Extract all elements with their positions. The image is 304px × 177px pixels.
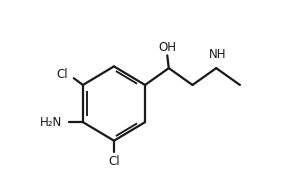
Text: H₂N: H₂N: [40, 116, 62, 129]
Text: Cl: Cl: [56, 68, 68, 81]
Text: NH: NH: [209, 48, 226, 61]
Text: OH: OH: [158, 41, 176, 54]
Text: Cl: Cl: [108, 155, 120, 168]
